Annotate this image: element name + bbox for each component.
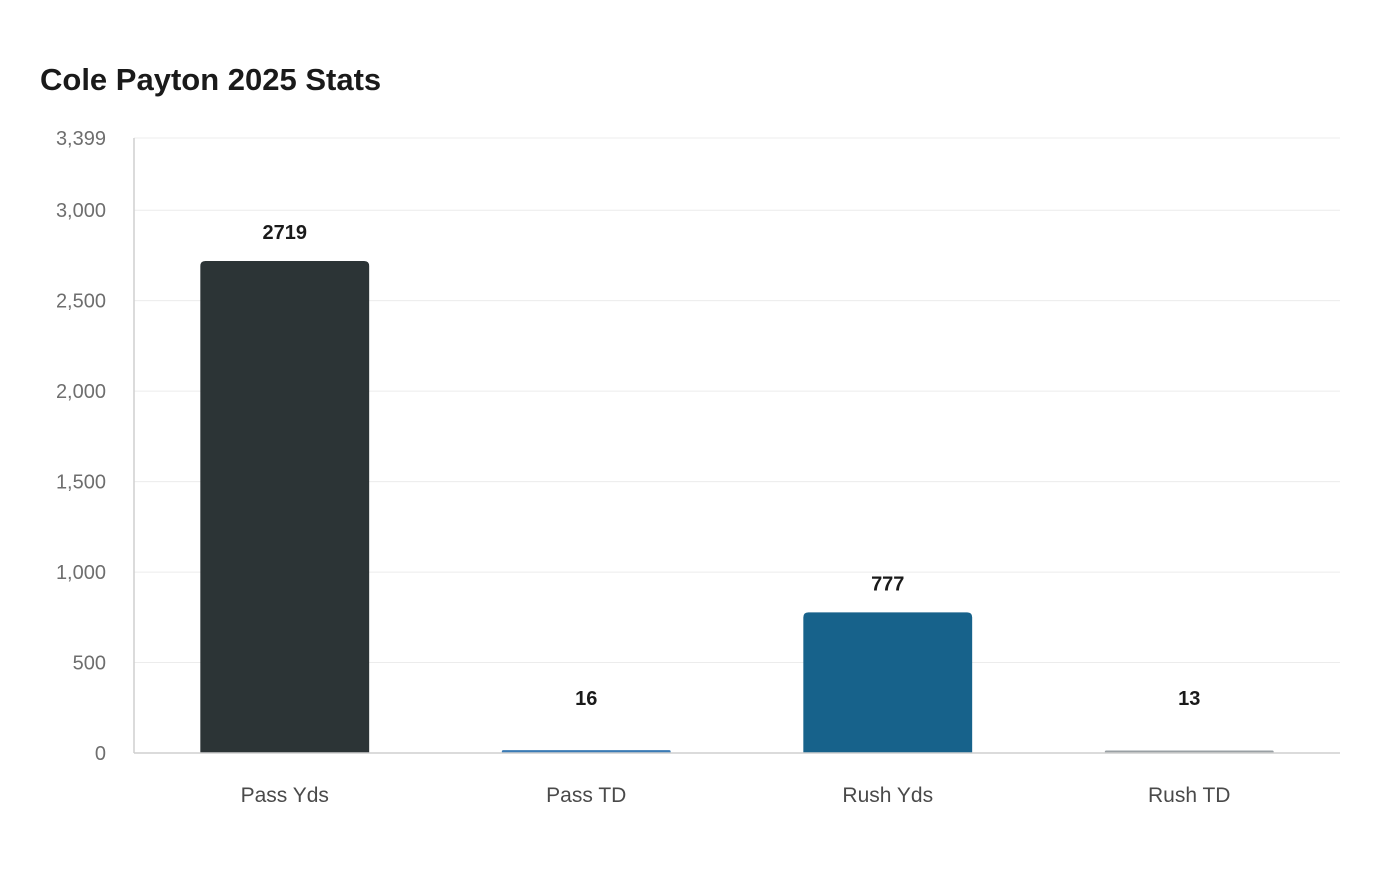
- bar-pass-yds: [200, 261, 370, 753]
- data-labels: 2719 16 777 13: [263, 222, 1201, 710]
- y-tick-label: 2,500: [56, 291, 106, 313]
- y-tick-label: 500: [73, 653, 106, 675]
- y-tick-label: 0: [95, 743, 106, 765]
- y-axis: 0 500 1,000 1,500 2,000 2,500 3,000 3,399: [56, 128, 135, 765]
- chart-title: Cole Payton 2025 Stats: [40, 62, 382, 97]
- data-label: 777: [871, 573, 904, 595]
- y-tick-label: 2,000: [56, 381, 106, 403]
- x-axis: Pass Yds Pass TD Rush Yds Rush TD: [134, 752, 1340, 807]
- y-tick-label: 3,000: [56, 200, 106, 222]
- x-tick-label: Rush TD: [1148, 784, 1230, 807]
- data-label: 16: [575, 688, 597, 710]
- data-label: 2719: [263, 222, 308, 244]
- x-tick-label: Rush Yds: [842, 784, 933, 807]
- y-tick-label: 1,500: [56, 472, 106, 494]
- x-tick-label: Pass Yds: [241, 784, 329, 807]
- y-tick-label: 1,000: [56, 562, 106, 584]
- y-tick-label: 3,399: [56, 128, 106, 150]
- x-tick-label: Pass TD: [546, 784, 626, 807]
- data-label: 13: [1178, 688, 1200, 710]
- bars: [200, 261, 1274, 753]
- bar-rush-yds: [803, 612, 973, 753]
